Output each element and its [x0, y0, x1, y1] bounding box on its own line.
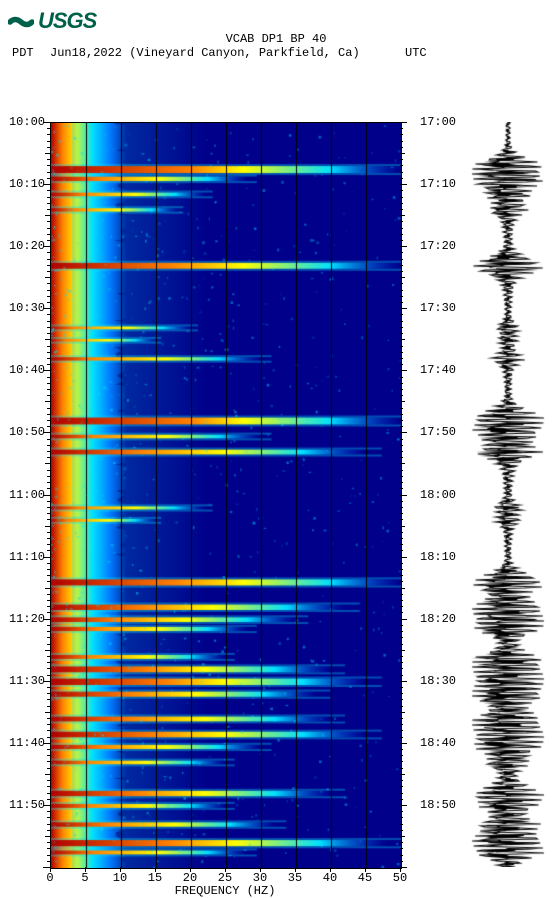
xtick: 50	[390, 871, 410, 885]
xtick: 30	[250, 871, 270, 885]
x-axis-label: FREQUENCY (HZ)	[50, 884, 400, 898]
ytick-left: 11:40	[0, 736, 45, 750]
ytick-left: 11:00	[0, 488, 45, 502]
ytick-left: 11:10	[0, 550, 45, 564]
xtick: 45	[355, 871, 375, 885]
ytick-right: 18:50	[420, 798, 456, 812]
usgs-logo-text: USGS	[38, 8, 96, 34]
ytick-left: 11:20	[0, 612, 45, 626]
ytick-right: 18:30	[420, 674, 456, 688]
ytick-right: 17:30	[420, 301, 456, 315]
ytick-right: 17:10	[420, 177, 456, 191]
xtick: 20	[180, 871, 200, 885]
xtick: 25	[215, 871, 235, 885]
xtick: 40	[320, 871, 340, 885]
chart-container: VCAB DP1 BP 40 PDT Jun18,2022 (Vineyard …	[0, 32, 552, 64]
ytick-left: 10:20	[0, 239, 45, 253]
ytick-left: 11:50	[0, 798, 45, 812]
chart-subtitle: Jun18,2022 (Vineyard Canyon, Parkfield, …	[50, 46, 360, 60]
xtick: 15	[145, 871, 165, 885]
tz-right-label: UTC	[405, 46, 427, 60]
xtick: 0	[40, 871, 60, 885]
xtick: 10	[110, 871, 130, 885]
ytick-left: 10:40	[0, 363, 45, 377]
tz-left-label: PDT	[12, 46, 34, 60]
ytick-right: 18:10	[420, 550, 456, 564]
ytick-right: 17:40	[420, 363, 456, 377]
chart-title: VCAB DP1 BP 40	[0, 32, 552, 46]
ytick-right: 18:40	[420, 736, 456, 750]
spectrogram-plot	[50, 122, 402, 869]
ytick-left: 10:10	[0, 177, 45, 191]
xtick: 35	[285, 871, 305, 885]
ytick-left: 10:50	[0, 425, 45, 439]
ytick-left: 10:30	[0, 301, 45, 315]
waveform-plot	[468, 122, 548, 867]
ytick-left: 10:00	[0, 115, 45, 129]
ytick-right: 17:20	[420, 239, 456, 253]
ytick-right: 18:00	[420, 488, 456, 502]
ytick-left: 11:30	[0, 674, 45, 688]
xtick: 5	[75, 871, 95, 885]
ytick-right: 18:20	[420, 612, 456, 626]
ytick-right: 17:00	[420, 115, 456, 129]
ytick-right: 17:50	[420, 425, 456, 439]
